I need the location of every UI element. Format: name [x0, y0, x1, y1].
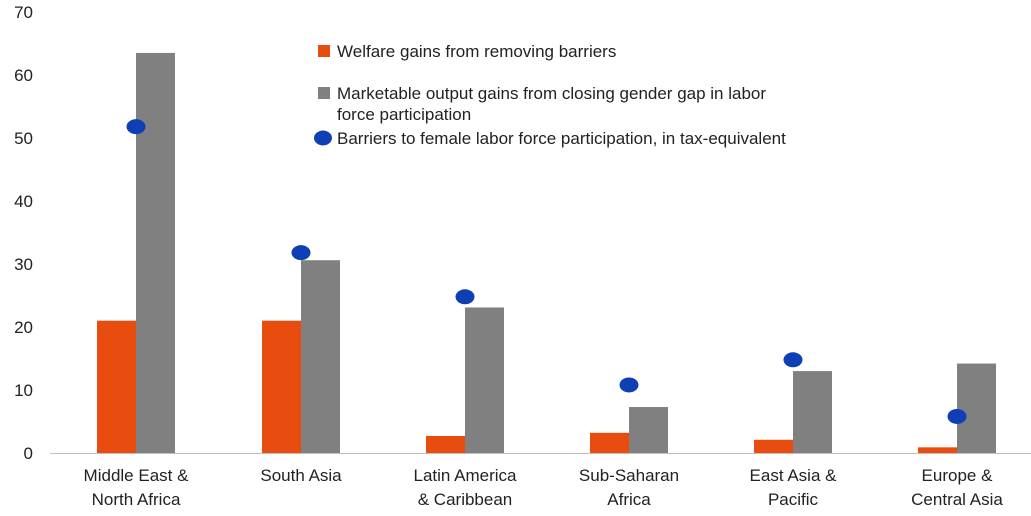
x-category-label: South Asia — [260, 466, 342, 485]
output-gain-bar — [629, 407, 668, 453]
welfare-gain-bar — [97, 320, 136, 453]
welfare-gain-bar — [262, 320, 301, 453]
legend-label-output: Marketable output gains from closing gen… — [337, 84, 766, 124]
output-gain-bar — [793, 371, 832, 453]
y-tick-label: 40 — [14, 192, 33, 211]
welfare-gain-bar — [426, 435, 465, 453]
barrier-dot — [455, 289, 475, 305]
barrier-dot — [947, 408, 967, 424]
legend-label-welfare: Welfare gains from removing barriers — [337, 42, 616, 61]
x-category-label: Middle East & North Africa — [84, 466, 190, 509]
output-gain-bar — [136, 52, 175, 453]
y-tick-label: 10 — [14, 381, 33, 400]
y-tick-label: 50 — [14, 129, 33, 148]
dots — [126, 119, 967, 424]
legend-swatch-output — [318, 87, 330, 99]
y-tick-label: 70 — [14, 3, 33, 22]
legend-swatch-barriers — [314, 130, 332, 146]
barrier-dot — [126, 119, 146, 135]
output-gain-bar — [465, 307, 504, 453]
legend-label-barriers: Barriers to female labor force participa… — [337, 129, 786, 148]
output-gain-bar — [301, 260, 340, 453]
x-category-label: Sub-Saharan Africa — [579, 466, 679, 509]
welfare-gain-bar — [590, 432, 629, 453]
y-tick-label: 20 — [14, 318, 33, 337]
y-axis: 0 10 20 30 40 50 60 70 — [14, 3, 33, 463]
y-tick-label: 30 — [14, 255, 33, 274]
legend: Welfare gains from removing barriers Mark… — [314, 42, 786, 148]
welfare-gain-bar — [754, 439, 793, 453]
barrier-dot — [783, 352, 803, 368]
x-axis: Middle East & North Africa South Asia Latin… — [84, 466, 1004, 509]
x-category-label: Europe & Central Asia — [911, 466, 1003, 509]
legend-swatch-welfare — [318, 45, 330, 57]
x-category-label: East Asia & Pacific — [750, 466, 838, 509]
bars — [97, 52, 996, 453]
barrier-dot — [619, 377, 639, 393]
x-category-label: Latin America & Caribbean — [414, 466, 518, 509]
output-gain-bar — [957, 363, 996, 453]
y-tick-label: 60 — [14, 66, 33, 85]
welfare-gain-bar — [918, 447, 957, 453]
y-tick-label: 0 — [24, 444, 33, 463]
barrier-dot — [291, 245, 311, 261]
